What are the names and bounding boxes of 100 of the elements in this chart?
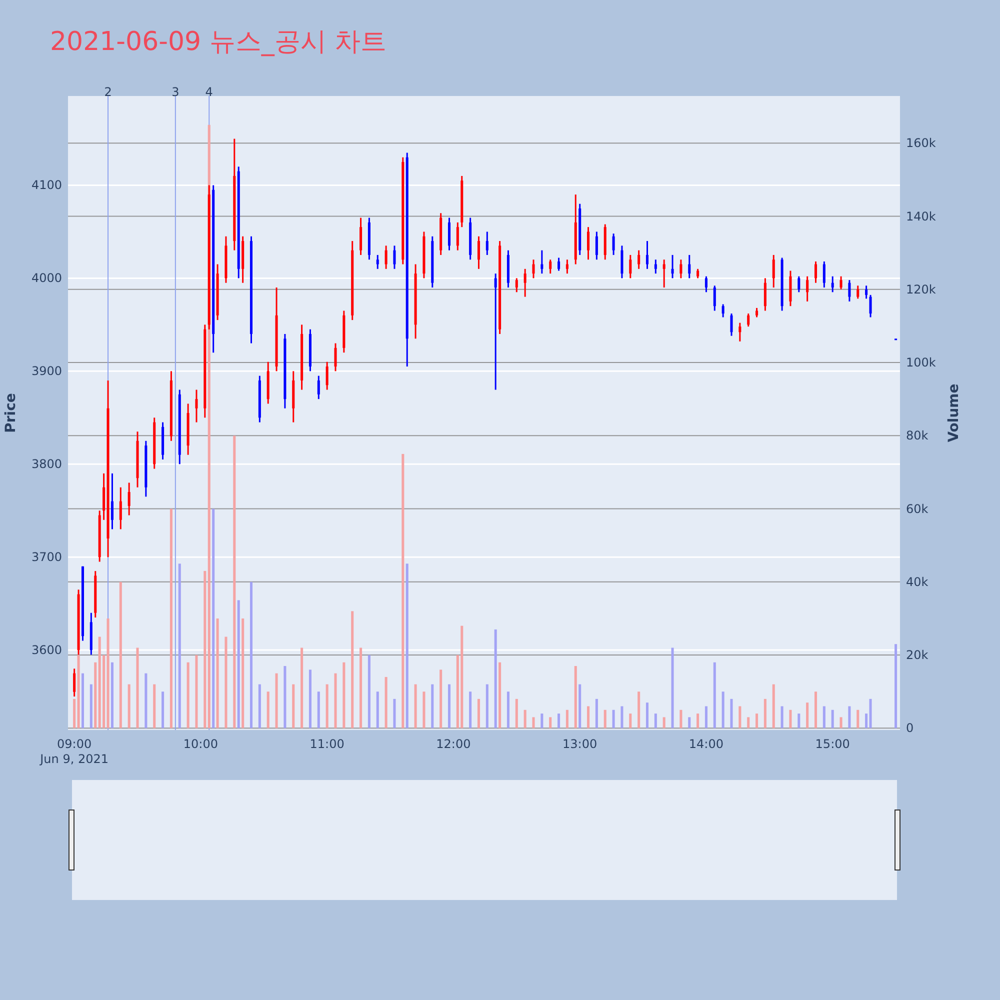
- y2-tick-label: 40k: [906, 574, 928, 589]
- bar: [360, 648, 362, 728]
- bar: [540, 714, 544, 728]
- candlestick: [662, 258, 666, 288]
- bar: [204, 570, 206, 728]
- y2-tick-label: 60k: [906, 502, 928, 516]
- bar: [162, 692, 164, 728]
- candlestick: [856, 284, 860, 300]
- candlestick: [334, 342, 337, 372]
- bar: [351, 611, 354, 728]
- bar: [738, 706, 742, 728]
- candlestick: [477, 236, 480, 270]
- y2-tick-label: 100k: [906, 356, 936, 370]
- bar: [524, 710, 526, 728]
- candlestick: [831, 276, 834, 293]
- bar: [469, 692, 472, 728]
- y-tick-label: 3800: [31, 457, 62, 472]
- candlestick: [376, 254, 379, 270]
- bar: [342, 662, 346, 728]
- bar: [292, 684, 295, 728]
- bar: [578, 684, 582, 728]
- ref-line-label: 3: [172, 85, 180, 99]
- bar: [431, 684, 434, 728]
- bar: [212, 508, 215, 728]
- bar: [848, 706, 851, 728]
- bar: [422, 692, 426, 728]
- candlestick: [558, 257, 560, 272]
- bar: [266, 692, 270, 728]
- bar: [772, 684, 775, 728]
- bar: [894, 644, 898, 728]
- bar: [460, 626, 464, 728]
- bar: [566, 710, 568, 728]
- bar: [856, 710, 860, 728]
- bar: [869, 698, 872, 728]
- bar: [368, 655, 370, 728]
- candlestick: [73, 668, 76, 698]
- chart-title: 2021-06-09 뉴스_공시 차트: [50, 27, 387, 57]
- y2-tick-label: 140k: [906, 209, 936, 224]
- candlestick: [738, 322, 742, 342]
- ref-line-label: 4: [205, 85, 213, 99]
- bar: [654, 714, 657, 728]
- bar: [384, 676, 388, 728]
- bar: [250, 582, 253, 728]
- y2-axis-title: Volume: [946, 384, 962, 442]
- bar: [393, 698, 396, 728]
- candlestick: [848, 279, 851, 302]
- x-tick-label: 13:00: [562, 737, 598, 751]
- y-tick-label: 4000: [31, 271, 62, 286]
- y2-tick-label: 0: [906, 721, 914, 736]
- bar: [764, 698, 766, 728]
- bar: [814, 692, 818, 728]
- bar: [317, 692, 320, 728]
- candlestick: [532, 258, 535, 279]
- bar: [275, 673, 278, 728]
- y-tick-label: 3900: [31, 364, 62, 378]
- bar: [806, 702, 809, 728]
- candlestick: [448, 217, 451, 252]
- y2-tick-label: 80k: [906, 428, 928, 443]
- candlestick: [326, 361, 328, 391]
- bar: [110, 662, 114, 728]
- bar: [178, 564, 181, 728]
- bar: [671, 648, 674, 728]
- candlestick: [595, 230, 598, 260]
- bar: [840, 717, 842, 728]
- bar: [756, 714, 758, 728]
- bar: [94, 662, 97, 728]
- bar: [448, 684, 451, 728]
- candlestick: [629, 254, 632, 279]
- bar: [515, 698, 518, 728]
- bar: [604, 710, 606, 728]
- candlestick: [540, 250, 544, 274]
- candlestick: [549, 258, 552, 274]
- bar: [170, 508, 172, 728]
- bar: [128, 684, 130, 728]
- bar: [494, 629, 497, 728]
- candlestick: [798, 276, 800, 293]
- candlestick: [680, 258, 682, 279]
- candlestick: [360, 217, 362, 256]
- candlestick: [814, 260, 818, 284]
- bar: [402, 454, 404, 728]
- candlestick: [654, 258, 657, 274]
- bar: [242, 618, 244, 728]
- bar: [730, 698, 733, 728]
- candlestick: [704, 276, 708, 293]
- bar: [477, 698, 480, 728]
- bar: [612, 710, 615, 728]
- y2-tick-label: 120k: [906, 282, 936, 296]
- y2-tick-label: 160k: [906, 136, 936, 150]
- candlestick: [195, 389, 198, 424]
- bar: [498, 662, 502, 728]
- bar: [216, 618, 219, 728]
- bar: [688, 717, 691, 728]
- bar: [284, 666, 286, 728]
- bar: [300, 648, 304, 728]
- candlestick: [730, 312, 733, 337]
- x-tick-label: 10:00: [183, 737, 218, 751]
- bar: [620, 706, 624, 728]
- bar: [308, 670, 312, 728]
- bar: [696, 714, 700, 728]
- y2-tick-label: 20k: [906, 648, 928, 662]
